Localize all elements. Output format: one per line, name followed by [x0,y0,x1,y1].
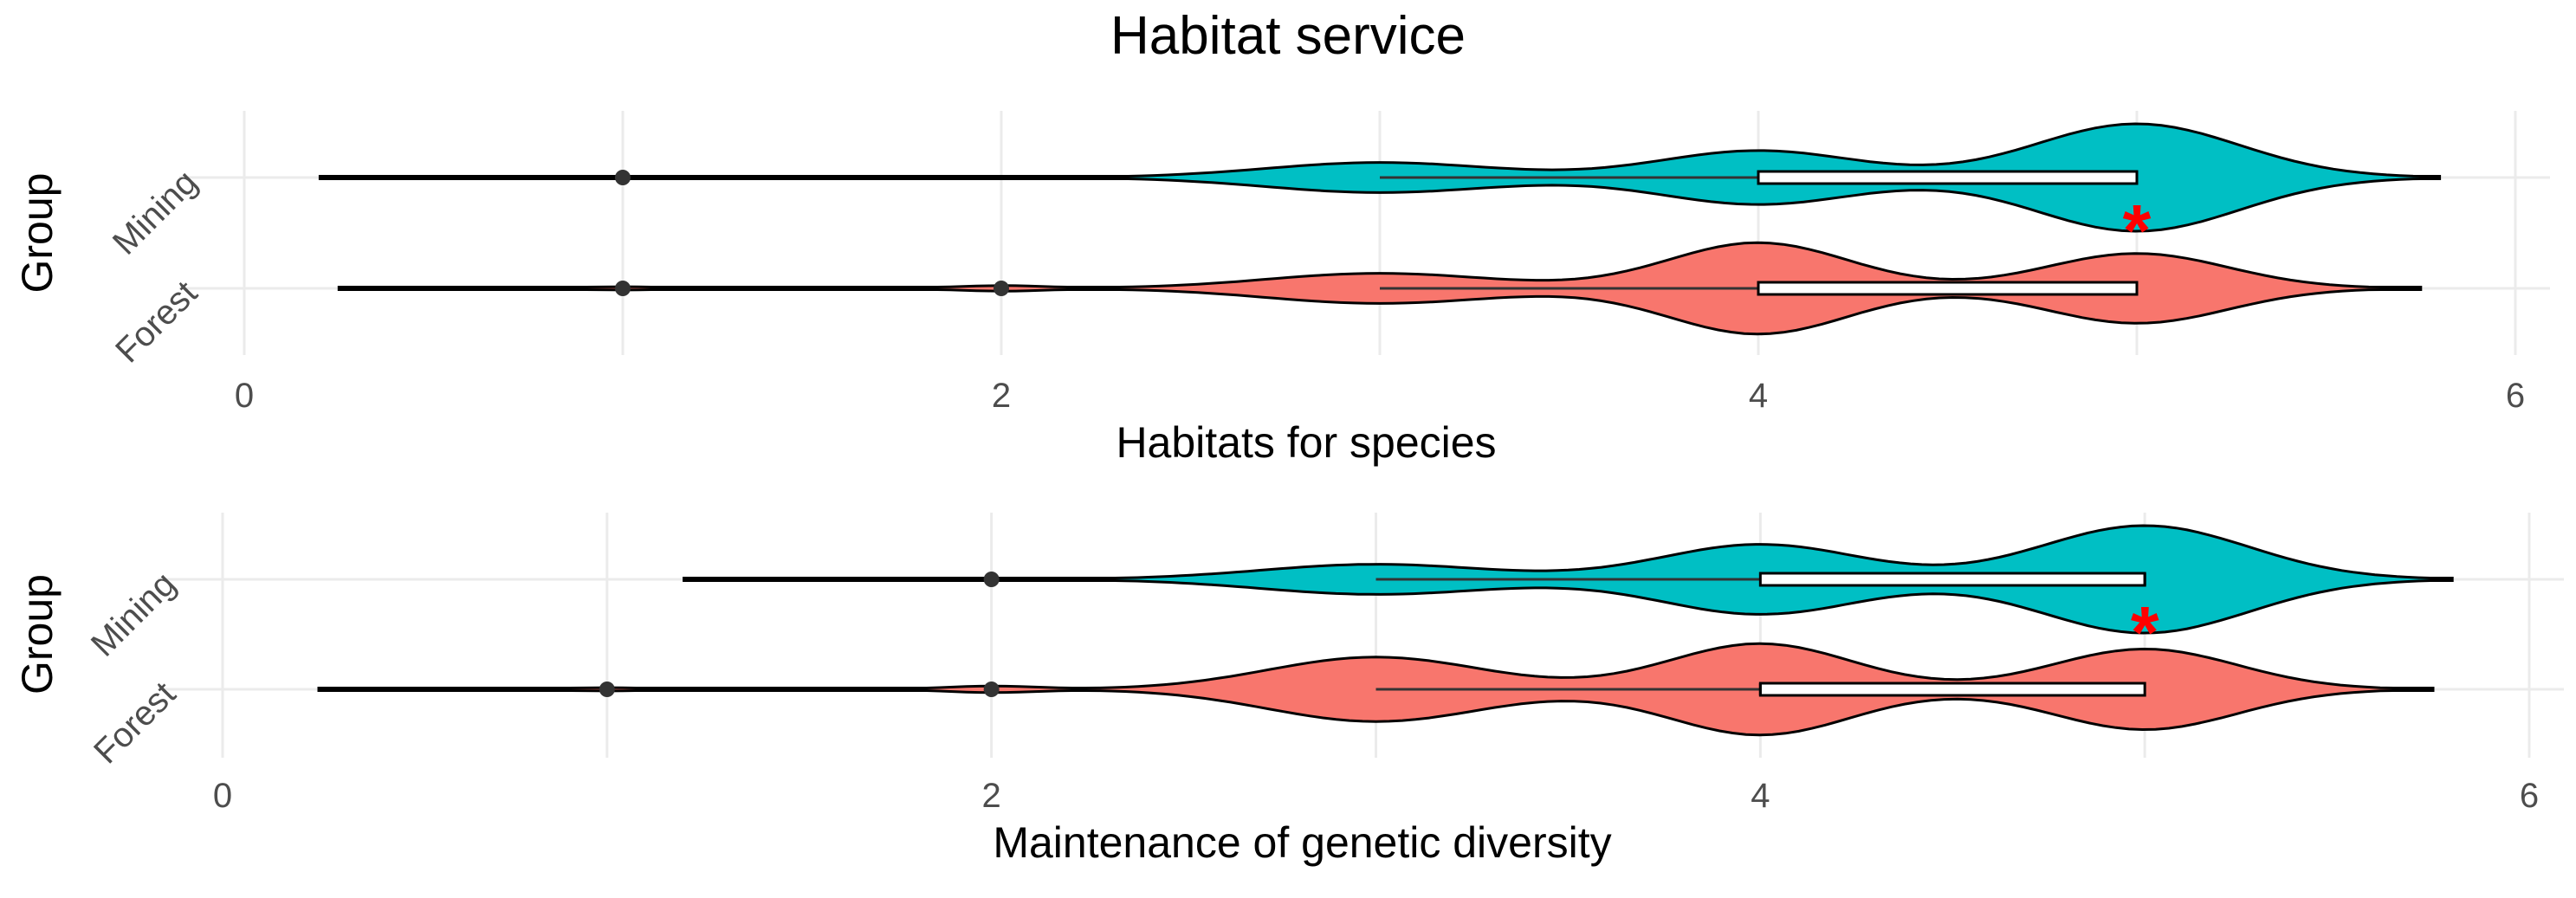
x-tick-label: 4 [1749,377,1768,415]
x-tick-label: 2 [992,377,1011,415]
x-tick-label: 6 [2520,777,2539,815]
x-tick-label: 4 [1751,777,1770,815]
x-tick-label: 2 [982,777,1001,815]
x-axis-label: Maintenance of genetic diversity [993,818,1611,867]
y-tick-label: Mining [106,163,204,262]
outlier-point [615,281,631,296]
y-tick-label: Mining [84,565,183,663]
outlier-point [994,281,1009,296]
boxplot-box [1758,572,2146,587]
x-tick-label: 0 [235,377,254,415]
x-tick-label: 0 [213,777,232,815]
boxplot-box [1757,281,2139,296]
y-axis-label: Group [13,574,61,694]
y-tick-label: Forest [108,274,204,370]
x-tick-label: 6 [2506,377,2525,415]
boxplot-box [1757,170,2139,185]
chart-title: Habitat service [1110,6,1466,66]
outlier-point [615,170,631,185]
outlier-point [983,682,1000,697]
x-axis-label: Habitats for species [1116,418,1496,467]
outlier-point [983,572,1000,587]
group-mining: Mining * [84,524,2454,673]
group-forest: Forest [108,241,2423,371]
y-tick-label: Forest [87,675,183,771]
y-axis-label: Group [13,173,61,294]
boxplot-box [1758,682,2146,697]
group-mining: Mining * [106,122,2442,271]
panel-habitats: 0 2 4 6 Habitats for species Group Mining *Fore… [13,111,2550,467]
group-forest: Forest [87,642,2435,772]
outlier-point [599,682,615,697]
panel-genetic: 0 2 4 6 Maintenance of genetic diversity Grou… [13,513,2564,867]
